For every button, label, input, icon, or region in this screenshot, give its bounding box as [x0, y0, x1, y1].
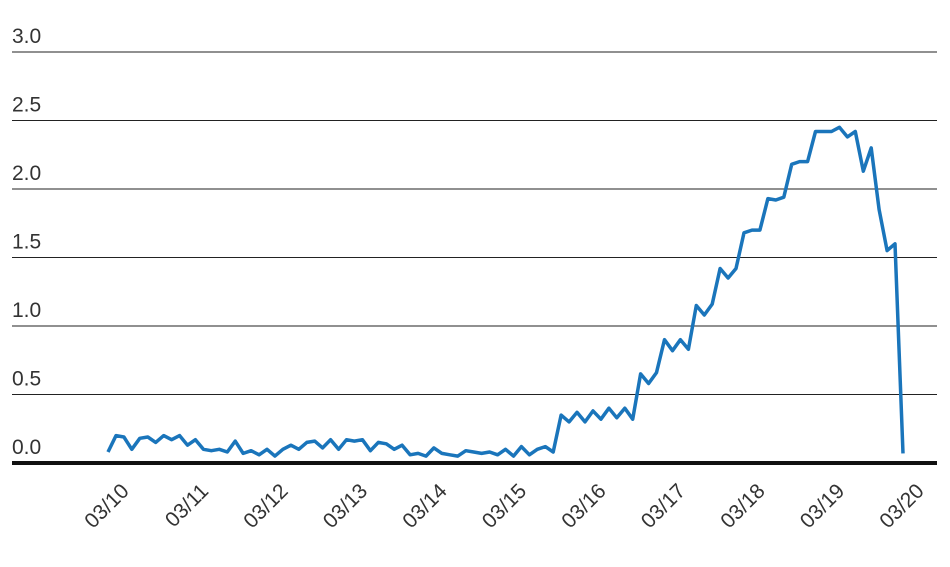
- data-line: [106, 125, 905, 458]
- x-tick-label: 03/18: [716, 479, 769, 532]
- x-tick-label: 03/17: [637, 479, 690, 532]
- x-tick-label: 03/11: [161, 479, 213, 531]
- y-tick-label: 0.0: [12, 436, 41, 459]
- y-tick-label: 3.0: [12, 25, 41, 48]
- y-tick-label: 2.5: [12, 94, 41, 117]
- y-tick-label: 0.5: [12, 368, 41, 391]
- y-tick-label: 2.0: [12, 162, 41, 185]
- y-tick-label: 1.0: [12, 299, 41, 322]
- x-tick-label: 03/14: [398, 479, 452, 533]
- x-tick-label: 03/13: [319, 479, 372, 532]
- x-tick-label: 03/20: [875, 479, 928, 532]
- x-tick-label: 03/16: [557, 479, 610, 532]
- x-tick-label: 03/19: [796, 479, 849, 532]
- x-tick-label: 03/15: [478, 479, 531, 532]
- y-tick-label: 1.5: [12, 231, 41, 254]
- x-tick-label: 03/10: [80, 479, 133, 532]
- x-tick-label: 03/12: [239, 479, 292, 532]
